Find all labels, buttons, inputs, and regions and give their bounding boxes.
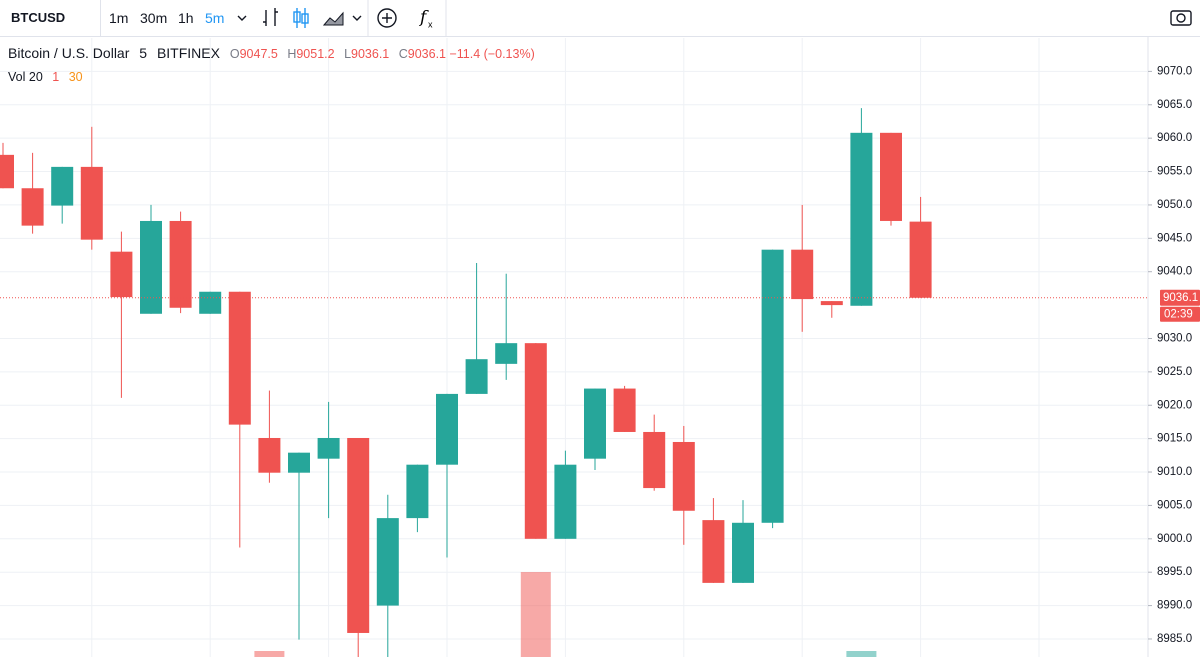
- symbol-name: Bitcoin / U.S. Dollar: [8, 45, 130, 61]
- indicators-icon[interactable]: f: [418, 8, 429, 28]
- candle-body: [51, 166, 74, 206]
- interval-active[interactable]: 5m: [205, 10, 225, 26]
- candle-body: [909, 221, 932, 298]
- candle-body: [317, 437, 340, 459]
- y-tick-label: 9005.0: [1157, 499, 1192, 511]
- last-price-label: 9036.1: [1163, 292, 1198, 304]
- vol-param: 20: [28, 70, 43, 84]
- candle-body: [643, 431, 666, 489]
- bars-icon[interactable]: [263, 8, 278, 26]
- candle-body: [791, 249, 814, 300]
- toolbar-icons: f x: [237, 0, 1192, 36]
- c-label: C: [398, 47, 408, 61]
- candle-body: [465, 359, 488, 394]
- y-tick-label: 9015.0: [1157, 433, 1192, 445]
- candle-body: [347, 437, 370, 633]
- y-tick-label: 9050.0: [1157, 199, 1192, 211]
- dropdown-icon[interactable]: [352, 15, 362, 21]
- candle-body: [495, 343, 518, 364]
- candle-body: [258, 437, 281, 473]
- toolbar: BTCUSD 1m 30m 1h 5m f x: [0, 0, 1200, 37]
- add-icon[interactable]: [377, 8, 397, 28]
- candles-icon[interactable]: [296, 8, 306, 28]
- candle-body: [0, 154, 14, 189]
- candle-body: [554, 464, 577, 539]
- candle-body: [436, 393, 458, 465]
- separator: [100, 0, 101, 36]
- y-tick-label: 9040.0: [1157, 266, 1192, 278]
- candle-body: [584, 388, 606, 459]
- y-tick-label: 9060.0: [1157, 132, 1192, 144]
- candle-body: [732, 522, 754, 583]
- y-tick-label: 9030.0: [1157, 333, 1192, 345]
- candle-body: [80, 166, 103, 240]
- y-tick-label: 9055.0: [1157, 166, 1192, 178]
- candle-body: [288, 452, 310, 473]
- vol-param: 30: [68, 70, 83, 84]
- y-tick-label: 9070.0: [1157, 65, 1192, 77]
- h-value: 9051.2: [296, 47, 335, 61]
- candle-body: [524, 343, 547, 539]
- indicators-icon-x: x: [428, 19, 433, 29]
- interval[interactable]: 1h: [178, 10, 194, 26]
- volume-legend: Vol 20 1 30: [8, 70, 83, 84]
- y-tick-label: 8995.0: [1157, 566, 1192, 578]
- candle-body: [110, 251, 133, 298]
- h-label: H: [287, 47, 297, 61]
- c-value: 9036.1: [407, 47, 446, 61]
- countdown-label: 02:39: [1164, 308, 1193, 320]
- y-tick-label: 9010.0: [1157, 466, 1192, 478]
- countdown-box: [1160, 306, 1200, 322]
- candle-body: [140, 220, 162, 314]
- candles-icon-body: [301, 13, 309, 24]
- camera-lens: [1176, 13, 1186, 23]
- candle-body: [169, 220, 192, 308]
- interval[interactable]: 30m: [140, 10, 168, 26]
- candle-body: [199, 291, 222, 314]
- legend: Bitcoin / U.S. Dollar 5 BITFINEX O9047.5…: [8, 45, 535, 61]
- y-tick-label: 9000.0: [1157, 533, 1192, 545]
- l-label: L: [344, 47, 352, 61]
- volume-bar: [520, 572, 551, 657]
- candle-body: [21, 188, 44, 226]
- candle-body: [228, 291, 251, 425]
- last-price-box: [1160, 289, 1200, 306]
- y-tick-label: 9065.0: [1157, 99, 1192, 111]
- symbol[interactable]: BTCUSD: [11, 10, 66, 25]
- candle-body: [761, 249, 784, 523]
- candles-icon-body: [293, 11, 301, 23]
- y-tick-label: 9025.0: [1157, 366, 1192, 378]
- interval[interactable]: 1m: [109, 10, 129, 26]
- vol-param: 1: [52, 70, 60, 84]
- o-label: O: [229, 47, 240, 61]
- y-tick-label: 8985.0: [1157, 633, 1192, 645]
- candle-body: [702, 520, 725, 583]
- change: −11.4: [449, 47, 481, 61]
- candle-body: [850, 132, 873, 306]
- interval: 5: [139, 45, 148, 61]
- change-pct: (−0.13%): [483, 47, 535, 61]
- y-tick-label: 8990.0: [1157, 600, 1192, 612]
- y-tick-label: 9045.0: [1157, 232, 1192, 244]
- o-value: 9047.5: [239, 47, 278, 61]
- volume-bar: [254, 651, 285, 657]
- volume-bar: [846, 651, 877, 657]
- candle-body: [820, 301, 843, 306]
- candle-body: [376, 518, 399, 606]
- candle-body: [406, 464, 429, 519]
- l-value: 9036.1: [351, 47, 390, 61]
- candle-body: [880, 132, 902, 221]
- dropdown-icon[interactable]: [237, 15, 247, 21]
- candle-body: [613, 388, 636, 432]
- exchange: BITFINEX: [156, 45, 220, 61]
- y-tick-label: 9020.0: [1157, 399, 1192, 411]
- add-icon-plus: [382, 13, 392, 23]
- vol-label: Vol: [8, 70, 26, 84]
- area-icon[interactable]: [322, 11, 344, 26]
- camera-icon[interactable]: [1170, 10, 1192, 26]
- candle-body: [672, 441, 695, 511]
